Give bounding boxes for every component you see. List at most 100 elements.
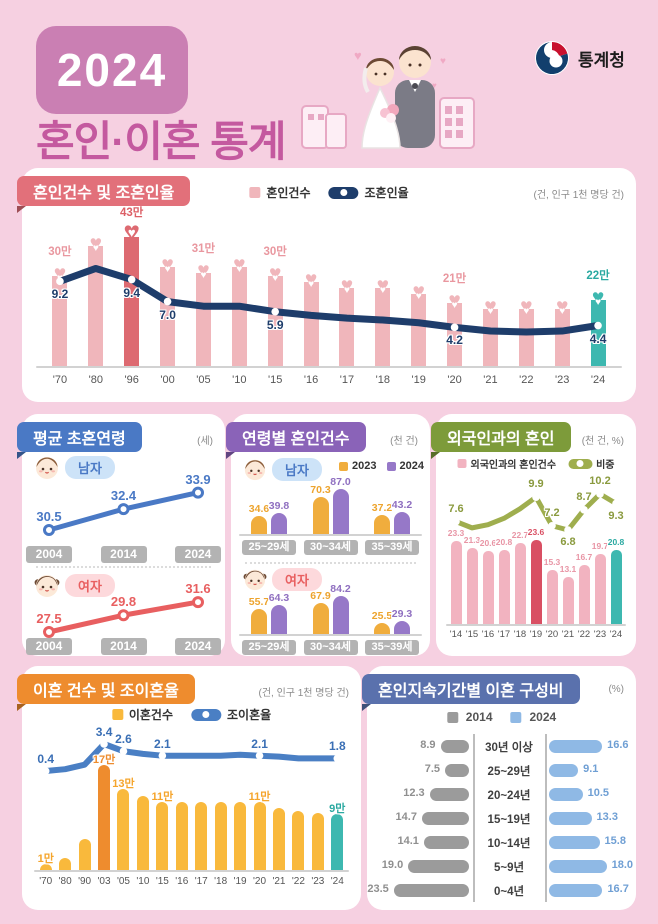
bar: [231, 267, 247, 366]
duration-label: 15~19년: [487, 814, 531, 826]
line-marker: [43, 524, 55, 536]
bar: [332, 488, 349, 534]
line-marker: [271, 307, 279, 316]
bar-value-label: 70.3: [310, 484, 331, 497]
legend-swatch-bars: [111, 709, 123, 720]
bar: [332, 596, 349, 634]
age-group-label: 30~34세: [303, 540, 358, 555]
trend-line: [43, 596, 204, 638]
x-tick-label: '05: [196, 374, 211, 386]
heart-notch-icon: ♥: [523, 306, 530, 317]
bar-value-label: 37.2: [371, 501, 393, 514]
legend-line-dot: [576, 460, 584, 467]
trend-line: [43, 486, 204, 536]
bar: [98, 764, 111, 870]
x-tick-label: '23: [555, 374, 570, 386]
agency-logo: 통계청: [534, 40, 625, 76]
legend-line-swatch: [191, 708, 221, 721]
x-tick-label: '16: [481, 629, 495, 640]
x-tick-label: '19: [233, 876, 247, 887]
age-group-label: 25~29세: [242, 540, 296, 555]
bar: [78, 839, 91, 870]
heart-notch-icon: ♥: [164, 264, 171, 275]
value-2014: 8.9: [420, 739, 436, 751]
bar: [546, 569, 558, 624]
x-axis: [239, 634, 422, 636]
bar: [594, 554, 606, 624]
bar-value-label: 23.6: [527, 527, 545, 538]
x-tick-label: '17: [194, 876, 208, 887]
duration-butterfly-chart: 30년 이상 8.9 16.6 25~29년 7.5 9.1 20~24년 12.3 10.5 1…: [367, 734, 633, 906]
bar: [234, 801, 247, 870]
line-marker: [333, 754, 342, 763]
panel-title-badge: 평균 초혼연령: [17, 422, 142, 459]
unit-note: (건, 인구 1천 명당 건): [533, 190, 624, 201]
line-marker: [119, 747, 128, 755]
bar: [303, 282, 319, 366]
agency-name: 통계청: [578, 50, 625, 70]
bar: [482, 550, 494, 624]
x-tick-label: '80: [88, 374, 103, 386]
bar-2014: [423, 835, 469, 849]
female-section-header: 여자: [34, 572, 115, 598]
boy-face-icon: [36, 457, 58, 479]
line-marker: [163, 297, 172, 306]
duration-label: 20~24년: [487, 790, 531, 802]
bar-value-label: 43만: [120, 207, 144, 219]
legend-label-bars: 외국인과의 혼인건수: [470, 460, 557, 471]
unit-note: (%): [608, 684, 624, 695]
bar-2014: [393, 883, 469, 897]
male-section-header: 남자: [34, 454, 115, 480]
svg-text:♥: ♥: [432, 81, 437, 90]
badge-fold: [362, 704, 371, 711]
duration-label: 25~29년: [487, 766, 531, 778]
bar: [195, 273, 211, 366]
bar: [52, 276, 68, 366]
bar: [394, 620, 410, 634]
bar: [610, 550, 622, 624]
divorce-trend-chart: 1만 '70 '80 '90 17만 '03 13만 '05 '10 11만 '15 '16 '17 '1…: [32, 724, 351, 900]
bar: [253, 801, 266, 870]
legend-label-2024: 2024: [529, 710, 557, 724]
bar-value-label: 22.7: [511, 530, 529, 541]
legend-swatch-bars: [249, 187, 261, 198]
heart-notch-icon: ♥: [379, 285, 386, 296]
heart-notch-icon: ♥: [559, 306, 566, 317]
marriage-count-rate-panel: 혼인건수 및 조혼인율 혼인건수 조혼인율 (건, 인구 1천 명당 건) ♥♥…: [17, 168, 636, 402]
male-label: 남자: [65, 455, 115, 479]
legend-label-2014: 2014: [465, 710, 493, 724]
year-label: 2004: [26, 638, 72, 655]
line-value-label: 2.1: [251, 736, 268, 751]
value-2024: 15.8: [604, 835, 626, 847]
x-axis: [239, 534, 422, 536]
bar-value-label: 39.8: [268, 500, 290, 513]
legend-label-2023: 2023: [352, 460, 377, 472]
bar-value-label: 20.6: [479, 537, 497, 548]
bar: [312, 497, 329, 534]
bar-value-label: 23.3: [447, 528, 465, 539]
bar-value-label: 30만: [48, 246, 72, 258]
line-marker: [43, 626, 55, 638]
heart-icon: ♥: [448, 289, 461, 312]
x-axis: [446, 624, 626, 626]
panel-title: 혼인지속기간별 이혼 구성비: [378, 683, 564, 700]
x-tick-label: '16: [303, 374, 319, 386]
bar: [271, 513, 287, 534]
bar: [292, 811, 305, 870]
heart-icon: ♥: [376, 274, 390, 297]
heart-icon: ♥: [520, 295, 533, 318]
heart-notch-icon: ♥: [451, 300, 458, 311]
bar: [394, 511, 410, 534]
point-value-label: 29.8: [110, 594, 137, 610]
bar-2024: [549, 763, 579, 777]
line-marker: [127, 275, 136, 284]
line-marker: [612, 499, 620, 508]
x-tick-label: '20: [545, 629, 559, 640]
bar: [530, 540, 542, 624]
page-title: 혼인·이혼 통계: [36, 118, 286, 165]
first-marriage-age-panel: 평균 초혼연령 (세) 남자 30.5 2004 32.4 2014 33.9 2024: [17, 414, 225, 656]
bar-value-label: 11만: [248, 790, 271, 803]
bar: [267, 276, 283, 366]
legend-swatch-bars: [457, 459, 467, 468]
line-marker: [56, 277, 64, 286]
